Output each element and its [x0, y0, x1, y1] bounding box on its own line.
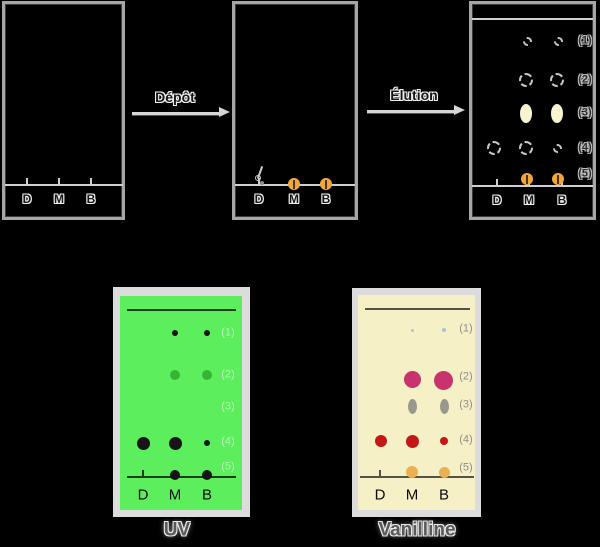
spot-tick: [526, 175, 528, 184]
tlc-spot-lane-B: [202, 470, 212, 480]
tlc-spot-lane-B: [442, 328, 446, 332]
tlc-spot-lane-B: [320, 178, 332, 190]
row-label: (3): [221, 400, 235, 413]
tlc-spot-lane-M: [521, 173, 533, 185]
tlc-spot-lane-D: [136, 436, 150, 450]
tlc-spot-lane-M: [407, 398, 417, 414]
lane-label-B: B: [86, 192, 96, 206]
row-label: (1): [578, 34, 592, 47]
tlc-spot-lane-M: [168, 436, 182, 450]
solvent-front-line: [365, 308, 470, 310]
tlc-spot-lane-D: [375, 435, 387, 447]
tlc-spot-lane-M: [410, 328, 414, 332]
lane-tick: [90, 178, 92, 184]
tlc-spot-lane-B: [553, 36, 563, 46]
lane-label-D: D: [254, 192, 264, 206]
row-label: (4): [459, 433, 473, 446]
deposit-droplet: [260, 181, 264, 185]
deposit-capillary-icon: [252, 166, 268, 186]
tlc-spot-lane-B: [552, 173, 564, 185]
spot-tick: [325, 180, 327, 189]
baseline: [5, 184, 123, 186]
row-label: (3): [459, 398, 473, 411]
tlc-spot-lane-B: [204, 330, 210, 336]
tlc-spot-lane-B: [550, 73, 564, 87]
row-label: (4): [578, 141, 592, 154]
tlc-spot-lane-B: [439, 398, 449, 414]
uv-caption: UV: [163, 519, 191, 541]
tlc-spot-lane-M: [403, 370, 421, 388]
tlc-spot-lane-B: [433, 370, 453, 390]
tlc-spot-lane-B: [552, 143, 562, 153]
vanillin-caption: Vanilline: [378, 519, 456, 541]
row-label: (2): [221, 368, 235, 381]
tlc-spot-lane-M: [288, 178, 300, 190]
spot-tick: [557, 175, 559, 184]
solvent-front-line: [472, 18, 593, 20]
tlc-spot-lane-M: [172, 330, 178, 336]
lane-label-M: M: [289, 192, 299, 206]
row-label: (1): [221, 326, 235, 339]
spot-tick: [293, 180, 295, 189]
tlc-spot-lane-M: [520, 103, 532, 123]
row-label: (5): [221, 460, 235, 473]
lane-tick: [258, 178, 260, 184]
tlc-spot-lane-M: [522, 36, 532, 46]
lane-label-M: M: [168, 486, 182, 504]
lane-label-M: M: [54, 192, 64, 206]
row-label: (1): [459, 322, 473, 335]
tlc-spot-lane-M: [170, 470, 180, 480]
lane-tick: [142, 470, 144, 476]
tlc-spot-lane-M: [519, 141, 533, 155]
baseline: [127, 476, 236, 478]
lane-label-B: B: [201, 486, 213, 504]
baseline: [360, 476, 474, 478]
elution-arrow-label: Élution: [390, 87, 438, 103]
lane-label-M: M: [405, 486, 419, 504]
tlc-plate-after-elution: [469, 1, 596, 220]
tlc-spot-lane-D: [487, 141, 501, 155]
row-label: (5): [578, 167, 592, 180]
arrow-head-icon: [454, 105, 465, 115]
uv-plate-surface: [120, 296, 242, 510]
tlc-spot-lane-B: [551, 103, 563, 123]
tlc-spot-lane-M: [170, 370, 180, 380]
lane-tick: [58, 178, 60, 184]
row-label: (2): [578, 73, 592, 86]
tlc-spot-lane-B: [440, 437, 448, 445]
arrow-head-icon: [219, 107, 230, 117]
lane-label-D: D: [374, 486, 386, 504]
lane-label-D: D: [492, 193, 502, 207]
tlc-spot-lane-B: [202, 370, 212, 380]
row-label: (4): [221, 435, 235, 448]
deposit-arrow: [132, 112, 219, 115]
baseline: [472, 185, 593, 187]
tlc-spot-lane-M: [405, 434, 419, 448]
elution-arrow: [367, 110, 454, 113]
lane-label-M: M: [524, 193, 534, 207]
lane-label-D: D: [137, 486, 149, 504]
deposit-arrow-label: Dépôt: [155, 89, 195, 105]
lane-label-B: B: [321, 192, 331, 206]
lane-tick: [379, 470, 381, 476]
tlc-plate-before-deposit: [2, 1, 125, 220]
lane-label-B: B: [557, 193, 567, 207]
lane-tick: [496, 179, 498, 185]
lane-label-D: D: [22, 192, 32, 206]
lane-label-B: B: [438, 486, 450, 504]
tlc-spot-lane-B: [204, 440, 210, 446]
tlc-spot-lane-M: [519, 73, 533, 87]
tlc-spot-lane-B: [438, 466, 450, 478]
capillary-bulb: [255, 175, 261, 181]
row-label: (5): [459, 461, 473, 474]
row-label: (2): [459, 370, 473, 383]
tlc-spot-lane-M: [406, 466, 418, 478]
lane-tick: [26, 178, 28, 184]
row-label: (3): [578, 106, 592, 119]
solvent-front-line: [127, 309, 236, 311]
